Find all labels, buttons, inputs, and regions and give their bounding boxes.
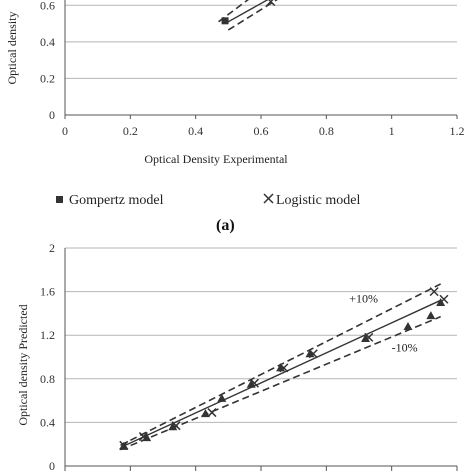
data-point-triangle	[168, 422, 178, 431]
x-tick-label: 1.2	[450, 124, 465, 138]
x-tick-label: 0.8	[319, 124, 334, 138]
fit-line	[224, 0, 269, 25]
panel-b-data-points	[119, 287, 449, 450]
bound-line-dashed	[120, 315, 441, 451]
panel-a-x-axis-title: Optical Density Experimental	[144, 152, 288, 166]
data-point-x	[249, 378, 259, 388]
x-tick-label: 0	[62, 124, 68, 138]
band-annotation: -10%	[392, 341, 418, 355]
panel-a-axes	[64, 0, 458, 119]
panel-b-gridlines	[65, 247, 457, 467]
y-tick-label: 0.2	[40, 71, 55, 85]
data-point-x	[279, 363, 289, 373]
data-point-triangle	[142, 433, 152, 442]
y-tick-label: 0.4	[40, 35, 55, 49]
data-point-triangle	[403, 321, 413, 330]
legend-logistic-marker-icon	[263, 193, 274, 204]
data-point-x	[171, 421, 181, 431]
y-tick-label: 2	[49, 241, 55, 255]
y-tick-label: 0	[49, 108, 55, 122]
y-tick-label: 1.6	[40, 285, 55, 299]
data-point-triangle	[246, 379, 256, 388]
data-point-x	[429, 287, 439, 297]
y-tick-label: 0.4	[40, 415, 55, 429]
legend-logistic-label: Logistic model	[276, 193, 360, 208]
panel-b-y-axis-title: Optical density Predicted	[16, 304, 30, 425]
data-point-x	[364, 332, 374, 342]
legend-gompertz-label: Gompertz model	[69, 193, 164, 208]
data-point-square	[221, 17, 229, 25]
panel-a-y-axis-title: Optical density	[5, 12, 19, 85]
x-tick-label: 0.4	[188, 124, 203, 138]
x-tick-label: 0.2	[123, 124, 138, 138]
y-tick-label: 0.6	[40, 0, 55, 12]
data-point-x	[439, 294, 449, 304]
data-point-x	[308, 349, 318, 359]
x-tick-label: 0.6	[254, 124, 269, 138]
band-annotation: +10%	[349, 292, 378, 306]
data-point-triangle	[426, 311, 436, 320]
data-point-triangle	[217, 393, 227, 402]
data-point-x	[119, 440, 129, 450]
y-tick-label: 0	[49, 459, 55, 473]
legend: Gompertz model Logistic model	[56, 193, 360, 208]
panel-a-model-lines	[218, 0, 278, 31]
data-point-triangle	[361, 333, 371, 342]
legend-gompertz-marker-icon	[56, 196, 63, 203]
data-point-triangle	[200, 409, 210, 418]
data-point-x	[207, 408, 217, 418]
fit-line	[120, 299, 441, 449]
bound-line-dashed	[227, 0, 278, 31]
data-point-x	[138, 432, 148, 442]
data-point-x	[266, 0, 276, 7]
panel-a-chart: 0 0.2 0.4 0.6 0 0.2 0.4 0.6 0.8 1 1.2 Optical Dens…	[5, 0, 465, 234]
y-tick-label: 0.8	[40, 372, 55, 386]
panel-a-label: (a)	[216, 217, 235, 234]
x-tick-label: 1	[389, 124, 395, 138]
panel-a-tick-labels: 0 0.2 0.4 0.6 0 0.2 0.4 0.6 0.8 1 1.2	[40, 0, 465, 138]
panel-a-gridlines	[65, 4, 457, 116]
panel-b-tick-labels: 0 0.4 0.8 1.2 1.6 2	[40, 241, 55, 473]
y-tick-label: 1.2	[40, 328, 55, 342]
panel-b-axes	[64, 248, 458, 471]
panel-b-annotations: +10% -10%	[349, 292, 417, 355]
panel-b-chart: 0 0.4 0.8 1.2 1.6 2 +10% -10% Optical density …	[16, 241, 458, 473]
panel-a-data-points	[221, 0, 276, 25]
